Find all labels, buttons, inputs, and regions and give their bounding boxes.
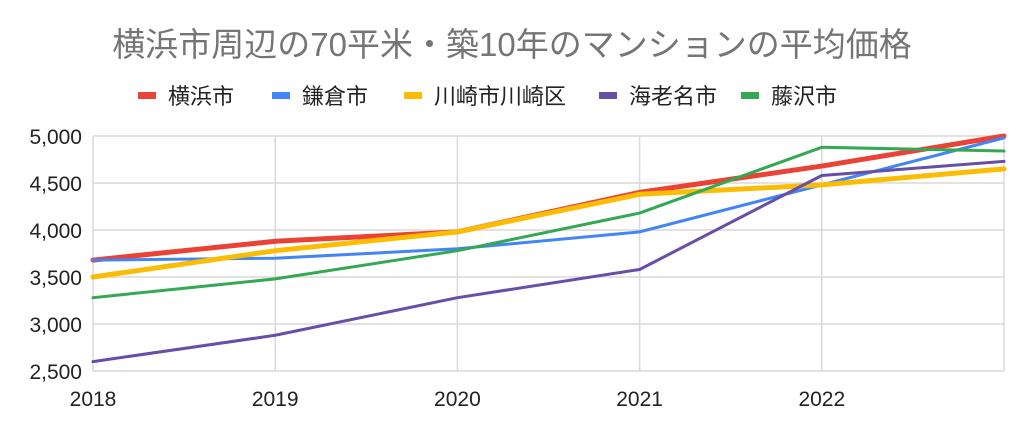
legend-swatch [599,92,617,99]
legend-label: 海老名市 [629,84,717,109]
legend-label: 鎌倉市 [302,84,368,109]
x-axis-ticks: 2018 2019 2020 2021 2022 [70,388,846,411]
y-tick-label: 3,500 [29,267,82,290]
y-tick-label: 4,500 [29,173,82,196]
x-tick-label: 2020 [434,388,481,411]
chart-title: 横浜市周辺の70平米・築10年のマンションの平均価格 [112,26,911,63]
x-tick-label: 2021 [616,388,663,411]
x-tick-label: 2019 [252,388,299,411]
legend-swatch [404,92,422,99]
y-tick-label: 3,000 [29,314,82,337]
y-tick-label: 2,500 [29,361,82,384]
legend-item: 藤沢市 [741,84,837,109]
series-line-藤沢市 [91,145,1006,300]
y-tick-label: 4,000 [29,220,82,243]
y-tick-label: 5,000 [29,126,82,149]
legend-swatch [272,92,290,99]
series-lines [90,133,1007,364]
series-line-海老名市 [91,159,1006,364]
legend-item: 鎌倉市 [272,84,368,109]
legend-swatch [741,92,759,99]
series-line-鎌倉市 [91,136,1006,262]
legend-item: 横浜市 [138,84,234,109]
legend-item: 海老名市 [599,84,717,109]
legend: 横浜市 鎌倉市 川崎市川崎区 海老名市 藤沢市 [138,84,837,109]
legend-swatch [138,92,156,99]
legend-item: 川崎市川崎区 [404,84,566,109]
series-line-川崎市川崎区 [90,166,1007,280]
legend-label: 横浜市 [168,84,234,109]
legend-label: 藤沢市 [771,84,837,109]
y-axis-ticks: 5,000 4,500 4,000 3,500 3,000 2,500 [29,126,82,384]
x-tick-label: 2022 [798,388,845,411]
legend-label: 川崎市川崎区 [434,84,566,109]
x-tick-label: 2018 [70,388,117,411]
